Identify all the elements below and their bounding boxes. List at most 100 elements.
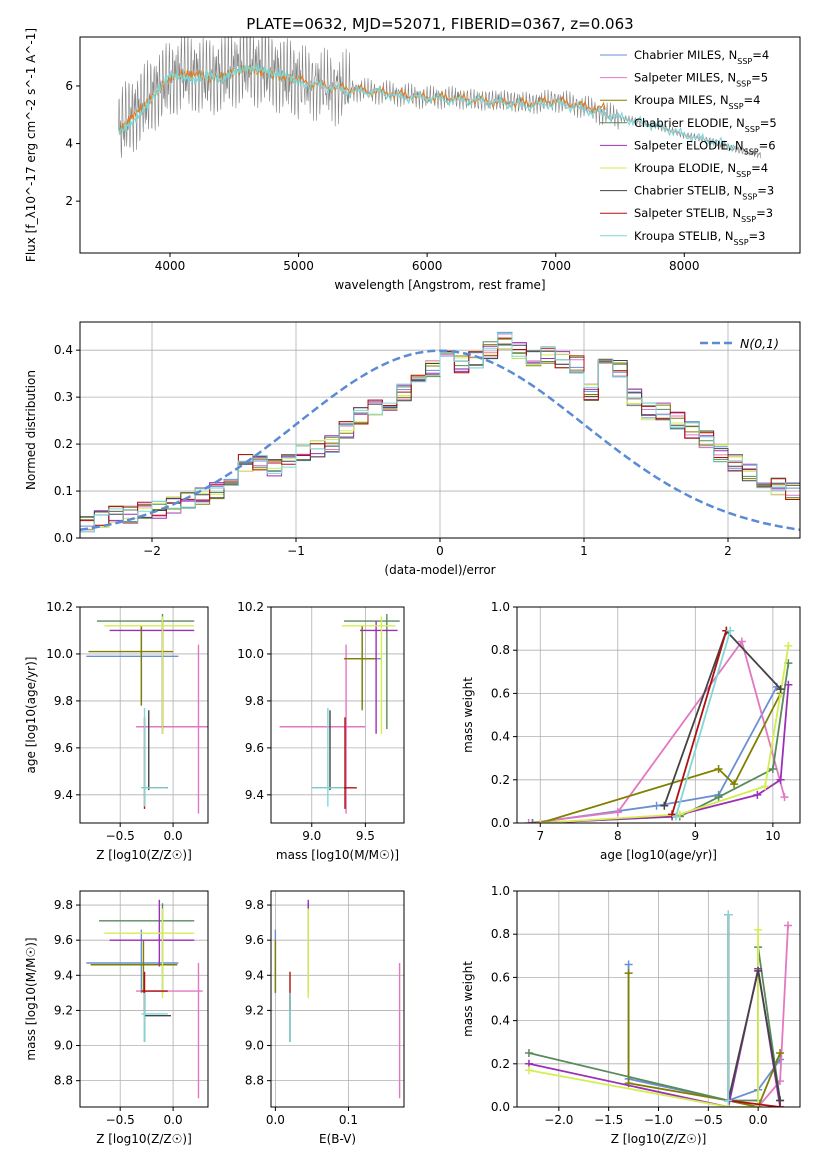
y-tick-label: 9.8: [54, 898, 73, 912]
weight-marker: [761, 782, 770, 791]
y-tick-label: 9.8: [54, 694, 73, 708]
figure-title: PLATE=0632, MJD=52071, FIBERID=0367, z=0…: [246, 15, 633, 33]
weight-marker: [613, 808, 622, 817]
spectrum-data-line: [118, 37, 762, 159]
y-tick-label: 9.2: [245, 1003, 264, 1017]
panel-spectrum: 4000 5000 6000 7000 8000 2 4 6 wavelength [Angst…: [24, 28, 801, 292]
y-tick-label: 9.0: [245, 1039, 264, 1053]
axes-frame: [79, 36, 801, 254]
weight-line: [675, 630, 732, 817]
y-tick-label: 0.8: [491, 927, 510, 941]
x-axis-label: Z [log10(Z/Z☉)]: [96, 1132, 192, 1146]
y-tick-label: 0.4: [54, 343, 73, 357]
y-tick-label: 9.6: [245, 933, 264, 947]
plot-area: [80, 331, 800, 533]
y-tick-label: 10.0: [46, 647, 73, 661]
x-tick-label: 0: [436, 544, 444, 558]
plot-area: [86, 899, 203, 1099]
y-tick-label: 9.4: [245, 788, 264, 802]
y-tick-label: 2: [65, 194, 73, 208]
plot-area: [524, 910, 793, 1107]
y-tick-label: 0.8: [491, 643, 510, 657]
axes-frame: [270, 890, 405, 1108]
x-tick-label: −0.5: [106, 829, 135, 843]
x-tick-label: 8000: [669, 259, 700, 273]
y-tick-label: 9.8: [245, 898, 264, 912]
legend-entry: Chabrier STELIB, NSSP=3: [634, 184, 774, 202]
y-tick-label: 0.2: [491, 773, 510, 787]
weight-line: [540, 692, 782, 823]
y-tick-label: 1.0: [491, 884, 510, 898]
weight-marker: [528, 819, 537, 823]
panel-residual_hist: −2 −1 0 1 2 0.0 0.1 0.2 0.3 0.4 (data-model)/error…: [24, 321, 801, 577]
histogram-step: [80, 337, 800, 526]
weight-marker: [660, 801, 669, 810]
panel-z_age: −0.5 0.0 9.4 9.6 9.8 10.0 10.2 Z [log10(Z/Z☉)] a…: [24, 600, 209, 862]
x-tick-label: −0.5: [106, 1113, 135, 1127]
plot-area: [524, 626, 793, 823]
x-axis-label: wavelength [Angstrom, rest frame]: [334, 278, 545, 292]
y-tick-label: 0.2: [54, 437, 73, 451]
axes-frame: [79, 890, 209, 1108]
y-tick-label: 0.0: [491, 816, 510, 830]
weight-marker: [624, 960, 633, 969]
weight-marker: [652, 801, 661, 810]
x-axis-label: E(B-V): [319, 1132, 356, 1146]
legend-entry: Kroupa STELIB, NSSP=3: [634, 229, 765, 247]
x-tick-label: −2.0: [544, 1113, 573, 1127]
legend-entry: N(0,1): [740, 336, 779, 351]
weight-marker: [714, 793, 723, 802]
weight-marker: [768, 765, 777, 773]
y-tick-label: 9.4: [54, 788, 73, 802]
y-axis-label: mass weight: [461, 961, 475, 1037]
y-tick-label: 9.4: [54, 968, 73, 982]
weight-marker: [776, 1103, 785, 1107]
spectrum-model-line: [118, 64, 606, 135]
y-tick-label: 0.1: [54, 484, 73, 498]
x-tick-label: −1.0: [644, 1113, 673, 1127]
y-tick-label: 9.0: [54, 1039, 73, 1053]
weight-marker: [724, 1096, 733, 1105]
y-tick-label: 0.6: [491, 686, 510, 700]
x-tick-label: 0.0: [266, 1113, 285, 1127]
y-tick-label: 0.0: [54, 531, 73, 545]
panel-z_mass: −0.5 0.0 8.8 9.0 9.2 9.4 9.6 9.8 Z [log10(Z/Z☉)]…: [24, 890, 209, 1146]
panel-z_weight: −2.0 −1.5 −1.0 −0.5 0.0 0.0 0.2 0.4 0.6 0.8 1.0 Z […: [461, 884, 801, 1146]
histogram-step: [80, 332, 800, 533]
y-tick-label: 9.8: [245, 694, 264, 708]
y-tick-label: 10.0: [237, 647, 264, 661]
weight-line: [540, 645, 790, 823]
y-tick-label: 9.2: [54, 1003, 73, 1017]
x-tick-label: −1.5: [594, 1113, 623, 1127]
x-tick-label: 7000: [540, 259, 571, 273]
weight-line: [532, 663, 790, 823]
histogram-step: [80, 342, 800, 531]
y-tick-label: 6: [65, 79, 73, 93]
legend-entry: Salpeter STELIB, NSSP=3: [634, 206, 773, 224]
legend-entry: Salpeter MILES, NSSP=5: [634, 71, 768, 89]
x-tick-label: 1: [580, 544, 588, 558]
y-tick-label: 9.6: [54, 741, 73, 755]
weight-marker: [726, 626, 735, 635]
legend-entry: Kroupa MILES, NSSP=4: [634, 93, 760, 111]
histogram-step: [80, 348, 800, 530]
weight-marker: [536, 819, 545, 823]
axes-frame: [516, 606, 801, 824]
weight-marker: [724, 910, 733, 919]
y-tick-label: 10.2: [46, 600, 73, 614]
x-tick-label: −1: [287, 544, 305, 558]
weight-marker: [776, 1049, 785, 1057]
y-axis-label: Normed distribution: [24, 370, 38, 490]
weight-line: [528, 929, 759, 1107]
weight-marker: [753, 790, 762, 799]
x-tick-label: 2: [724, 544, 732, 558]
y-axis-label: age [log10(age/yr)]: [24, 657, 38, 774]
y-tick-label: 8.8: [54, 1074, 73, 1088]
gaussian-curve: [80, 349, 800, 532]
x-tick-label: 9.5: [356, 829, 375, 843]
panel-age_weight: 7 8 9 10 0.0 0.2 0.4 0.6 0.8 1.0 age [log10(age/yr…: [461, 600, 801, 862]
weight-line: [727, 914, 781, 1107]
weight-marker: [714, 765, 723, 773]
x-axis-label: Z [log10(Z/Z☉)]: [611, 1132, 707, 1146]
